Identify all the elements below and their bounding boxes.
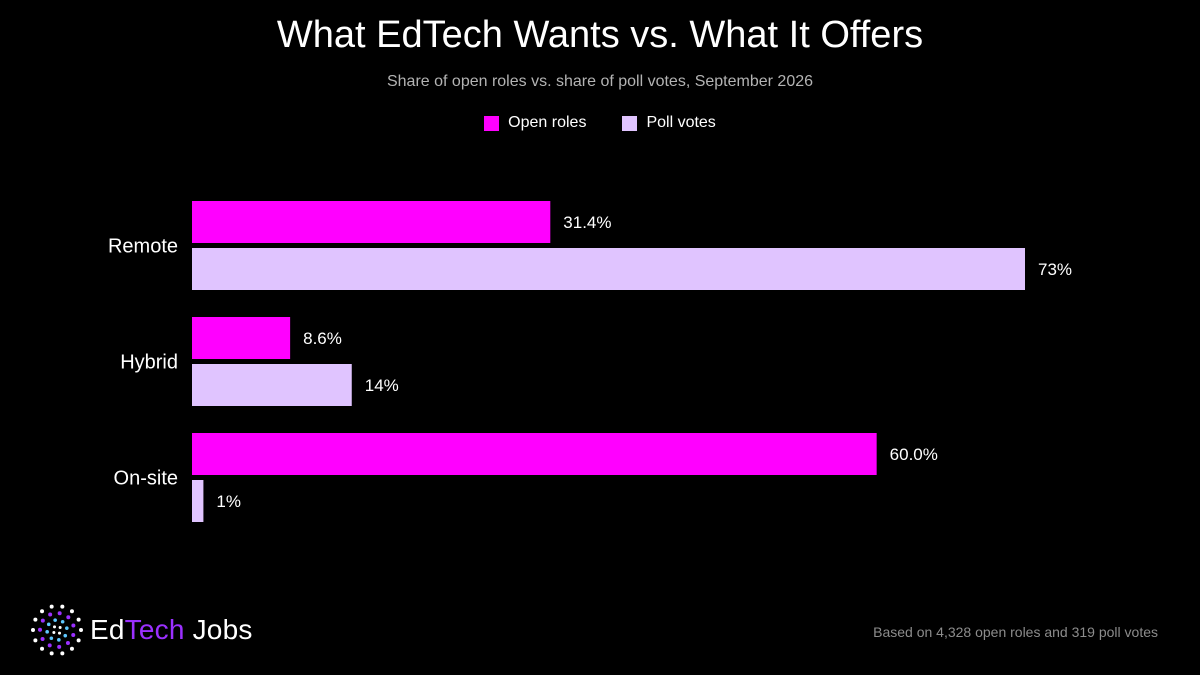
brand-name-jobs: Jobs: [192, 614, 253, 645]
chart-title: What EdTech Wants vs. What It Offers: [276, 14, 924, 56]
data-label-poll-votes-on-site: 1%: [216, 492, 241, 511]
bar-open-roles-on-site: [192, 433, 877, 475]
category-label-remote: Remote: [108, 236, 178, 258]
brand-name-tech: Tech: [124, 614, 185, 645]
legend-swatch-poll-votes: [622, 115, 638, 131]
dotted-circle-logo-icon: [31, 604, 83, 656]
bar-open-roles-remote: [192, 201, 551, 243]
brand-logo: EdTech Jobs: [30, 600, 253, 660]
data-label-open-roles-hybrid: 8.6%: [303, 329, 342, 348]
bar-poll-votes-remote: [192, 248, 1025, 290]
legend-item-poll-votes: Poll votes: [622, 114, 716, 132]
data-label-open-roles-on-site: 60.0%: [890, 445, 938, 464]
bar-poll-votes-on-site: [192, 480, 204, 522]
bar-poll-votes-hybrid: [192, 364, 352, 406]
brand-name: EdTech Jobs: [90, 614, 253, 646]
legend-label-poll-votes: Poll votes: [646, 114, 716, 131]
data-label-open-roles-remote: 31.4%: [563, 213, 611, 232]
legend-swatch-open-roles: [484, 115, 500, 131]
chart-legend: Open roles Poll votes: [0, 114, 1200, 132]
chart-subtitle: Share of open roles vs. share of poll vo…: [386, 73, 814, 90]
bar-open-roles-hybrid: [192, 317, 291, 359]
data-label-poll-votes-remote: 73%: [1038, 260, 1072, 279]
category-label-on-site: On-site: [114, 468, 178, 490]
legend-item-open-roles: Open roles: [484, 114, 586, 132]
brand-name-ed: Ed: [90, 614, 125, 645]
category-label-hybrid: Hybrid: [120, 352, 178, 374]
footnote: Based on 4,328 open roles and 319 poll v…: [873, 624, 1158, 640]
data-label-poll-votes-hybrid: 14%: [365, 376, 399, 395]
legend-label-open-roles: Open roles: [508, 114, 587, 131]
